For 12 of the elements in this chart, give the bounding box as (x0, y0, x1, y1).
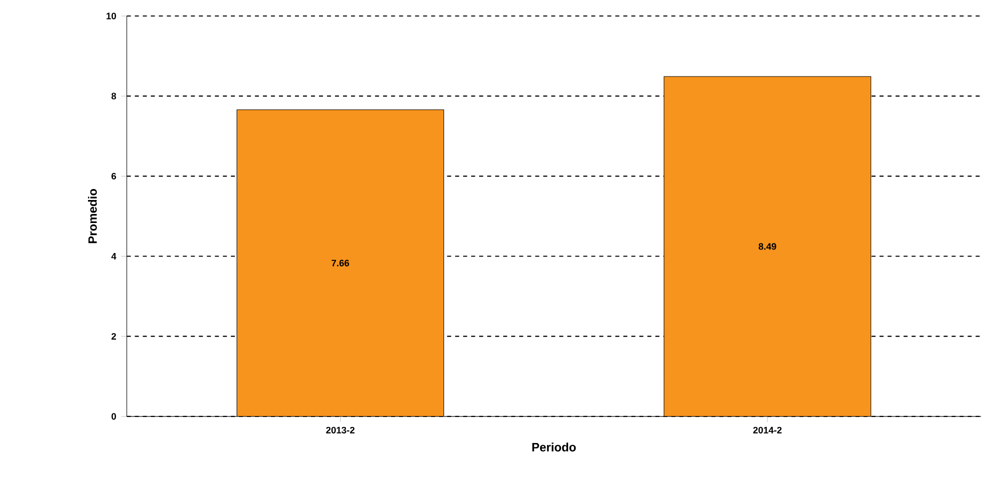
data-label: 8.49 (758, 243, 776, 250)
data-label: 7.66 (332, 260, 350, 266)
y-tick-label: 4 (111, 253, 116, 260)
y-tick-label: 10 (106, 12, 116, 20)
y-tick-label: 6 (112, 172, 116, 180)
x-axis-title: Periodo (532, 442, 576, 452)
x-tick-label: 2013-2 (326, 426, 355, 434)
y-tick-label: 0 (112, 413, 116, 420)
y-axis-title: Promedio (88, 189, 97, 244)
x-tick-label: 2014-2 (753, 426, 782, 434)
y-tick-label: 8 (111, 92, 116, 100)
y-tick-label: 2 (112, 333, 116, 340)
